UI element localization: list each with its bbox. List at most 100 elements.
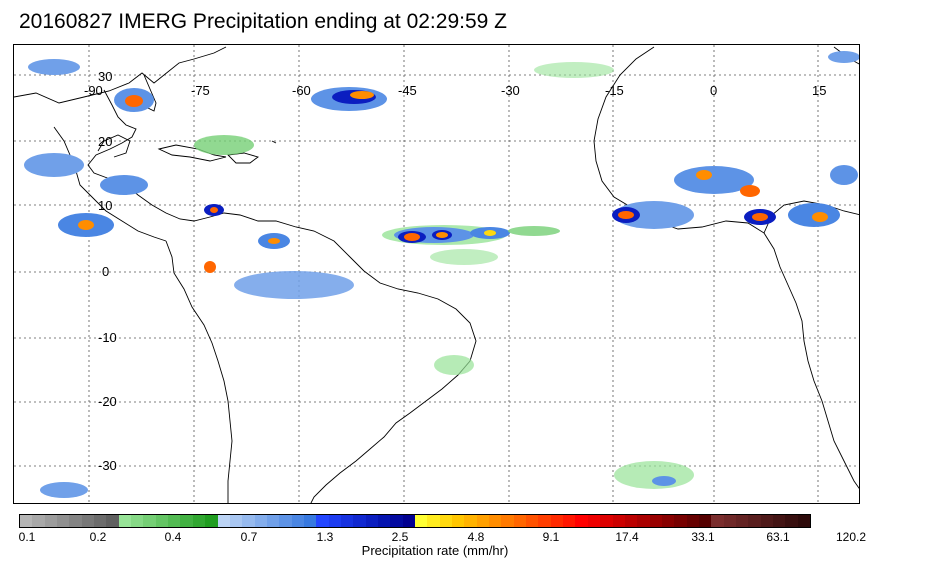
colorbar-tick-label: 0.1 <box>18 530 36 544</box>
colorbar-swatch <box>538 515 551 527</box>
graticule <box>14 45 859 503</box>
colorbar-swatch <box>661 515 675 527</box>
rain-cell <box>204 261 216 273</box>
rain-cell <box>100 175 148 195</box>
colorbar-swatch <box>513 515 527 527</box>
rain-cell <box>350 91 374 99</box>
colorbar-swatch <box>402 515 415 527</box>
colorbar-swatch <box>118 515 132 527</box>
colorbar-swatch <box>377 515 391 527</box>
colorbar-swatch <box>563 515 576 527</box>
colorbar-swatch <box>143 515 156 527</box>
rain-cell <box>436 232 448 238</box>
lat-label: 10 <box>98 198 113 213</box>
lon-label: 0 <box>710 83 718 98</box>
rain-cell <box>534 62 614 78</box>
rain-cell <box>210 207 218 213</box>
rain-cell <box>28 59 80 75</box>
colorbar-swatch <box>711 515 724 527</box>
map-title: 20160827 IMERG Precipitation ending at 0… <box>19 10 507 33</box>
lat-label: -30 <box>98 458 117 473</box>
colorbar-swatch <box>649 515 662 527</box>
lon-label: -30 <box>501 83 520 98</box>
precipitation-map: -90 -75 -60 -45 -30 -15 0 15 30 20 10 0 … <box>13 44 860 504</box>
colorbar-tick-label: 63.1 <box>766 530 790 544</box>
colorbar-swatch <box>254 515 267 527</box>
colorbar <box>19 514 811 528</box>
rain-cell <box>508 226 560 236</box>
colorbar-swatch <box>452 515 465 527</box>
colorbar-swatch <box>57 515 70 527</box>
colorbar-swatch <box>439 515 453 527</box>
colorbar-swatch <box>587 515 601 527</box>
colorbar-tick-label: 0.2 <box>89 530 107 544</box>
colorbar-tick-label: 2.5 <box>391 530 409 544</box>
colorbar-swatch <box>131 515 144 527</box>
lon-label: -90 <box>84 83 103 98</box>
colorbar-swatch <box>353 515 366 527</box>
colorbar-swatch <box>217 515 230 527</box>
lon-label: -60 <box>292 83 311 98</box>
colorbar-swatch <box>797 515 810 527</box>
colorbar-swatch <box>266 515 280 527</box>
colorbar-swatch <box>735 515 749 527</box>
precipitation-cells <box>24 51 859 498</box>
lat-label: -20 <box>98 394 117 409</box>
colorbar-swatch <box>476 515 490 527</box>
colorbar-swatch <box>600 515 613 527</box>
colorbar-swatch <box>612 515 625 527</box>
colorbar-tick-label: 17.4 <box>615 530 639 544</box>
colorbar-swatch <box>624 515 638 527</box>
colorbar-swatch <box>328 515 341 527</box>
colorbar-swatch <box>427 515 440 527</box>
colorbar-swatch <box>229 515 243 527</box>
rain-cell <box>484 230 496 236</box>
colorbar-swatch <box>760 515 773 527</box>
lat-label: 20 <box>98 134 113 149</box>
lon-label: 15 <box>812 83 827 98</box>
coastlines <box>14 46 859 503</box>
lat-label: 0 <box>102 264 110 279</box>
colorbar-swatch <box>32 515 45 527</box>
colorbar-swatch <box>501 515 514 527</box>
hispaniola <box>227 152 259 164</box>
lat-label: -10 <box>98 330 117 345</box>
rain-cell <box>434 355 474 375</box>
rain-cell <box>234 271 354 299</box>
colorbar-swatch <box>723 515 736 527</box>
colorbar-swatch <box>192 515 206 527</box>
colorbar-swatch <box>785 515 798 527</box>
rain-cell <box>674 166 754 194</box>
colorbar-swatch <box>155 515 169 527</box>
colorbar-swatch <box>180 515 193 527</box>
colorbar-swatch <box>316 515 329 527</box>
rain-cell <box>652 476 676 486</box>
rain-cell <box>24 153 84 177</box>
rain-cell <box>740 185 760 197</box>
colorbar-swatch <box>106 515 119 527</box>
yucatan <box>97 134 131 158</box>
colorbar-swatch <box>303 515 317 527</box>
colorbar-tick-label: 33.1 <box>691 530 715 544</box>
colorbar-swatch <box>81 515 95 527</box>
colorbar-swatch <box>550 515 564 527</box>
lon-label: -45 <box>398 83 417 98</box>
colorbar-swatch <box>575 515 588 527</box>
north-america-coast <box>14 46 227 104</box>
lon-label: -75 <box>191 83 210 98</box>
rain-cell <box>828 51 859 63</box>
colorbar-tick-label: 1.3 <box>316 530 334 544</box>
colorbar-tick-label: 0.4 <box>164 530 182 544</box>
central-america <box>53 126 167 242</box>
map-canvas <box>14 45 859 503</box>
colorbar-swatch <box>69 515 82 527</box>
south-america-coast <box>209 212 477 503</box>
colorbar-swatch <box>686 515 699 527</box>
rain-cell <box>614 201 694 229</box>
south-america-west-coast <box>165 240 233 503</box>
colorbar-swatch <box>748 515 761 527</box>
rain-cell <box>812 212 828 222</box>
africa-coast <box>593 46 859 489</box>
colorbar-swatch <box>168 515 181 527</box>
colorbar-swatch <box>698 515 712 527</box>
